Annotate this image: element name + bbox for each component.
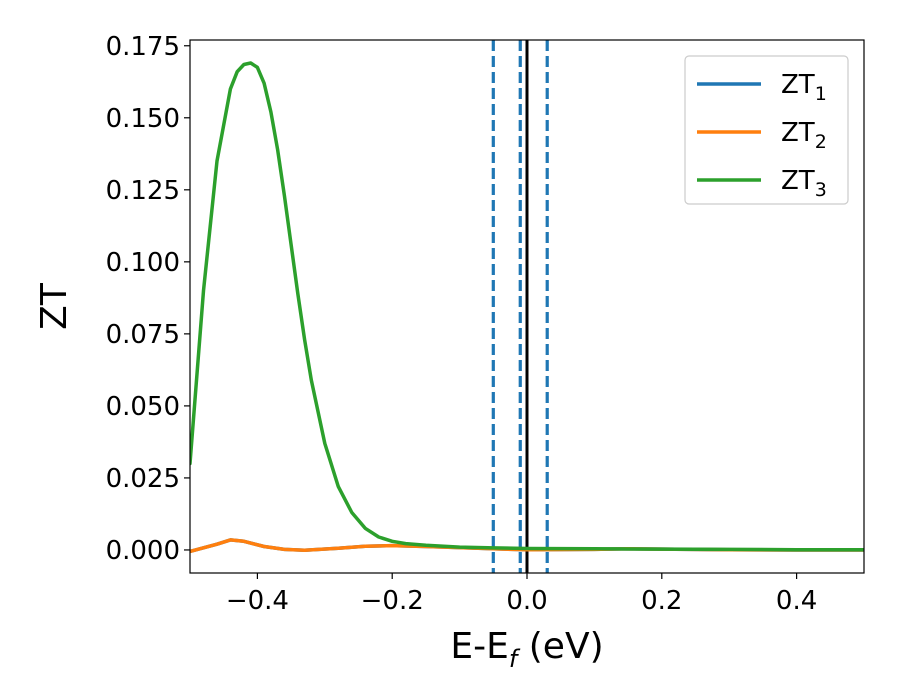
y-tick-label: 0.050 xyxy=(106,392,180,422)
legend-item-zt2: ZT2 xyxy=(697,118,827,153)
y-tick-label: 0.175 xyxy=(106,32,180,62)
y-tick-label: 0.150 xyxy=(106,104,180,134)
legend-box xyxy=(684,55,849,205)
x-tick-label: 0.0 xyxy=(506,586,547,616)
legend-label-sub: 1 xyxy=(815,83,827,105)
y-tick-label: 0.000 xyxy=(106,536,180,566)
series-line-zt3 xyxy=(190,61,864,552)
reference-lines xyxy=(491,40,549,573)
y-tick-label: 0.075 xyxy=(106,320,180,350)
x-axis-label: E-Ef (eV) xyxy=(450,626,603,673)
y-tick-label: 0.100 xyxy=(106,248,180,278)
plot-area xyxy=(189,39,865,574)
x-tick-label: −0.2 xyxy=(361,586,424,616)
x-tick-label: −0.4 xyxy=(226,586,289,616)
y-tick-label: 0.025 xyxy=(106,464,180,494)
legend-label-sub: 3 xyxy=(815,179,827,201)
x-tick-label: 0.4 xyxy=(776,586,817,616)
legend-label-main: ZT xyxy=(781,166,815,196)
x-axis-ticks: −0.4 −0.2 0.0 0.2 0.4 xyxy=(226,573,817,616)
legend-item-zt3: ZT3 xyxy=(697,166,827,201)
y-axis-label: ZT xyxy=(34,282,75,330)
legend-label-main: ZT xyxy=(781,70,815,100)
series-lines xyxy=(190,61,864,554)
x-tick-label: 0.2 xyxy=(641,586,682,616)
legend-label: ZT2 xyxy=(781,118,827,153)
y-tick-label: 0.125 xyxy=(106,176,180,206)
legend-label: ZT1 xyxy=(781,70,827,105)
legend-label-sub: 2 xyxy=(815,131,827,153)
x-axis-label-main: E-E xyxy=(450,626,508,667)
legend-label-main: ZT xyxy=(781,118,815,148)
legend-item-zt1: ZT1 xyxy=(697,70,827,105)
y-axis-ticks: 0.000 0.025 0.050 0.075 0.100 0.125 0.150 0.175 xyxy=(106,32,190,566)
x-axis-label-unit: (eV) xyxy=(517,626,603,667)
legend-label: ZT3 xyxy=(781,166,827,201)
